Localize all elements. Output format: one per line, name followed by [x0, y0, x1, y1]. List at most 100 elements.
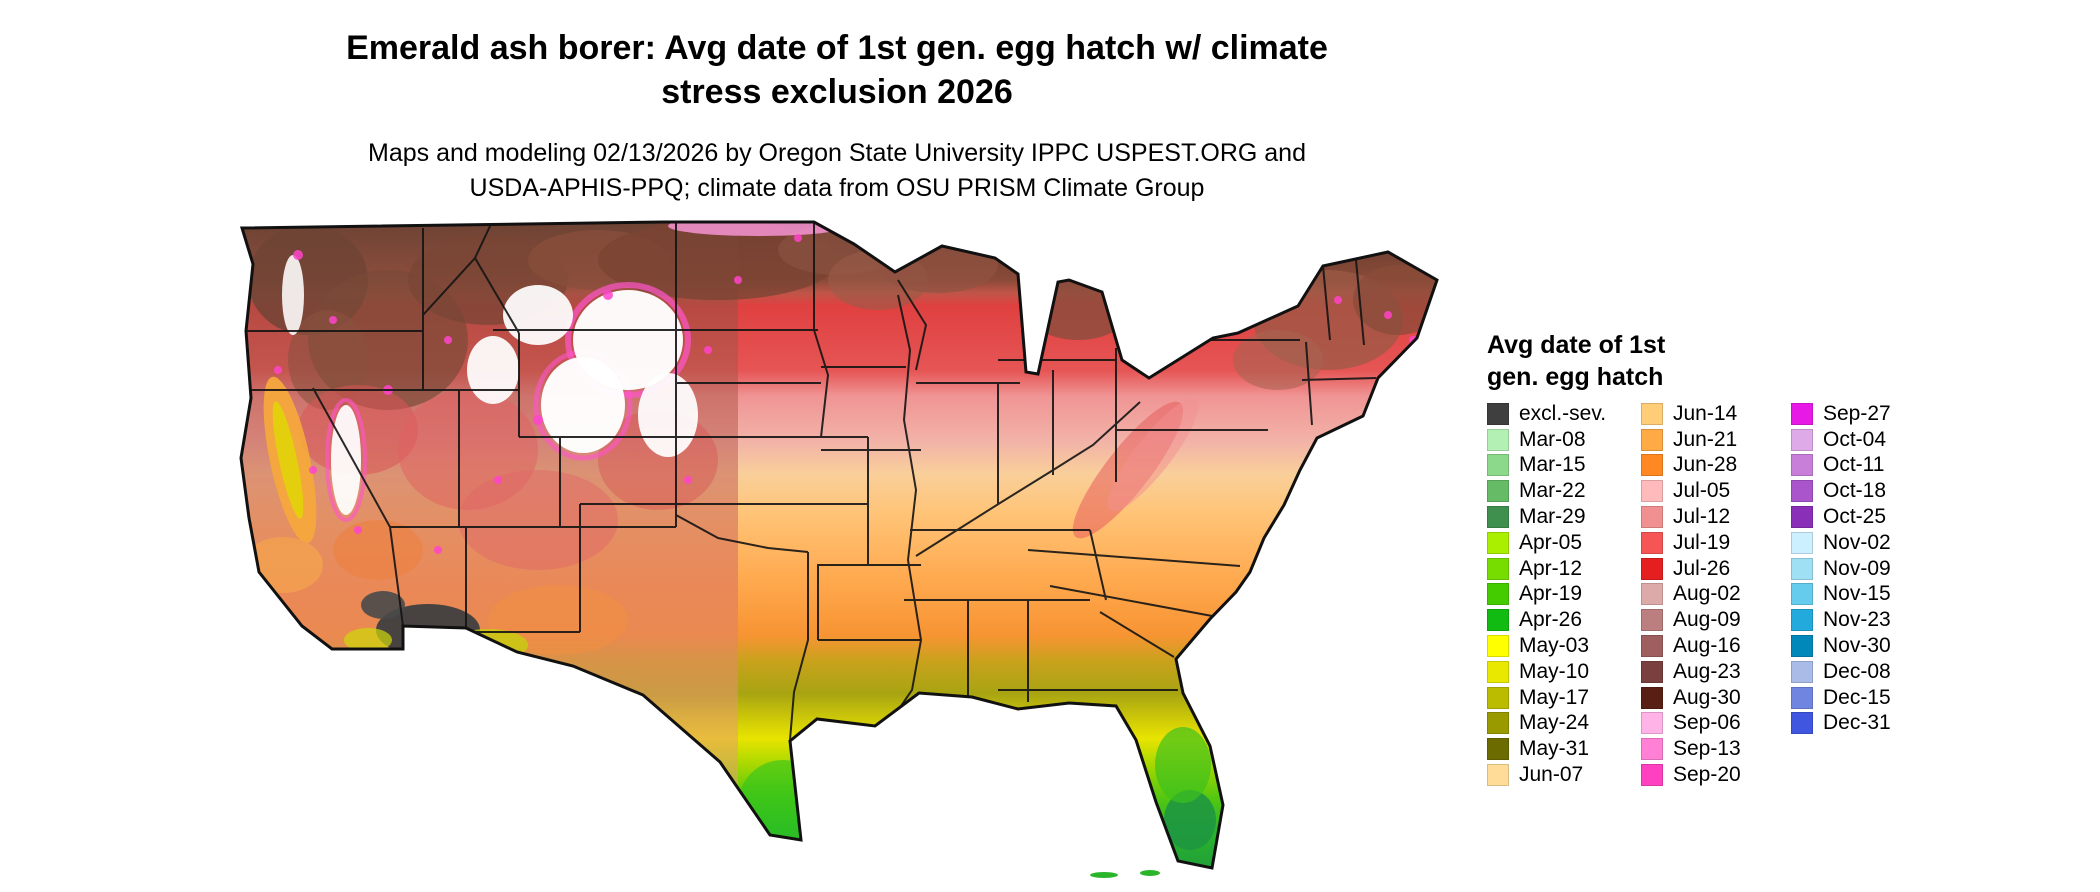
legend-swatch: [1641, 557, 1663, 580]
legend-label: Mar-22: [1519, 479, 1586, 503]
legend-entry: May-10: [1487, 659, 1641, 685]
legend-title-line2: gen. egg hatch: [1487, 362, 1664, 391]
legend-entry: Sep-20: [1641, 762, 1791, 788]
legend-entry: Oct-04: [1791, 427, 1941, 453]
legend-column-1: excl.-sev. Mar-08 Mar-15 Mar-22 Mar-29 Apr-05…: [1487, 401, 1641, 788]
legend-label: Nov-09: [1823, 556, 1891, 580]
legend-label: Sep-06: [1673, 711, 1741, 735]
legend-swatch: [1487, 531, 1509, 554]
legend-swatch: [1641, 686, 1663, 709]
legend-entry: Jun-21: [1641, 427, 1791, 453]
legend-swatch: [1487, 738, 1509, 761]
legend-entry: Jul-12: [1641, 504, 1791, 530]
legend-swatch: [1641, 531, 1663, 554]
legend-column-3: Sep-27 Oct-04 Oct-11 Oct-18 Oct-25 Nov-02 Nov-…: [1791, 401, 1941, 788]
legend-entry: Jul-05: [1641, 478, 1791, 504]
legend-label: May-03: [1519, 634, 1590, 658]
legend-entry: Oct-25: [1791, 504, 1941, 530]
legend-columns: excl.-sev. Mar-08 Mar-15 Mar-22 Mar-29 Apr-05…: [1487, 401, 2067, 788]
legend-swatch: [1641, 609, 1663, 632]
legend-entry: Dec-15: [1791, 685, 1941, 711]
legend-entry: Dec-08: [1791, 659, 1941, 685]
florida-keys-2: [1140, 870, 1160, 876]
legend-label: Apr-12: [1519, 556, 1583, 580]
legend-label: Aug-30: [1673, 685, 1741, 709]
legend-swatch: [1487, 583, 1509, 606]
legend-label: Jul-26: [1673, 556, 1731, 580]
legend-label: Apr-05: [1519, 530, 1583, 554]
legend-label: Dec-15: [1823, 685, 1891, 709]
legend-entry: May-24: [1487, 711, 1641, 737]
legend-column-2: Jun-14 Jun-21 Jun-28 Jul-05 Jul-12 Jul-19 Jul-…: [1641, 401, 1791, 788]
legend-swatch: [1641, 583, 1663, 606]
legend-label: Nov-23: [1823, 608, 1891, 632]
legend-label: Jun-21: [1673, 427, 1738, 451]
legend-entry: Sep-27: [1791, 401, 1941, 427]
legend-entry: Apr-19: [1487, 582, 1641, 608]
legend-swatch: [1791, 635, 1813, 658]
legend-swatch: [1791, 531, 1813, 554]
legend-entry: Sep-13: [1641, 736, 1791, 762]
legend-swatch: [1791, 557, 1813, 580]
legend-entry: Apr-26: [1487, 607, 1641, 633]
legend-entry: Jun-28: [1641, 453, 1791, 479]
legend-entry: Aug-30: [1641, 685, 1791, 711]
legend-entry: Apr-05: [1487, 530, 1641, 556]
legend-label: Sep-27: [1823, 401, 1891, 425]
legend-swatch: [1641, 635, 1663, 658]
legend-label: Aug-23: [1673, 659, 1741, 683]
legend-swatch: [1641, 660, 1663, 683]
legend-swatch: [1487, 764, 1509, 787]
subtitle-line1: Maps and modeling 02/13/2026 by Oregon S…: [368, 139, 1306, 168]
legend-entry: Jun-07: [1487, 762, 1641, 788]
legend-swatch: [1641, 764, 1663, 787]
legend-swatch: [1641, 428, 1663, 451]
legend-label: Mar-29: [1519, 505, 1586, 529]
legend-entry: Mar-22: [1487, 478, 1641, 504]
legend-label: Oct-25: [1823, 505, 1887, 529]
map-subtitle: Maps and modeling 02/13/2026 by Oregon S…: [287, 136, 1387, 206]
legend-entry: Nov-23: [1791, 607, 1941, 633]
legend-swatch: [1791, 660, 1813, 683]
legend-label: Nov-02: [1823, 530, 1891, 554]
us-map-svg: [239, 220, 1439, 878]
legend-label: Sep-13: [1673, 737, 1741, 761]
legend-entry: Apr-12: [1487, 556, 1641, 582]
legend-label: Dec-08: [1823, 659, 1891, 683]
legend-entry: Nov-30: [1791, 633, 1941, 659]
legend-swatch: [1487, 686, 1509, 709]
legend-swatch: [1641, 712, 1663, 735]
legend-label: Jul-19: [1673, 530, 1731, 554]
legend-label: Sep-20: [1673, 763, 1741, 787]
legend-swatch: [1487, 428, 1509, 451]
legend-label: excl.-sev.: [1519, 401, 1607, 425]
legend-title: Avg date of 1st: [1487, 331, 1666, 359]
legend-label: Jul-05: [1673, 479, 1731, 503]
legend-label: Jul-12: [1673, 505, 1731, 529]
legend-swatch: [1791, 712, 1813, 735]
legend-swatch: [1487, 609, 1509, 632]
legend-entry: Oct-11: [1791, 453, 1941, 479]
legend-swatch: [1487, 454, 1509, 477]
legend-label: Oct-04: [1823, 427, 1887, 451]
legend-entry: Jul-26: [1641, 556, 1791, 582]
legend-entry: excl.-sev.: [1487, 401, 1641, 427]
legend-label: Aug-16: [1673, 634, 1741, 658]
legend-label: May-10: [1519, 659, 1590, 683]
legend-swatch: [1791, 454, 1813, 477]
legend-swatch: [1487, 506, 1509, 529]
legend-label: Jun-07: [1519, 763, 1584, 787]
legend-swatch: [1487, 402, 1509, 425]
legend-entry: Jul-19: [1641, 530, 1791, 556]
legend-swatch: [1487, 557, 1509, 580]
legend-label: Mar-15: [1519, 453, 1586, 477]
legend-swatch: [1791, 609, 1813, 632]
legend-label: Jun-14: [1673, 401, 1738, 425]
map-header: Emerald ash borer: Avg date of 1st gen. …: [287, 26, 1387, 206]
legend-entry: Aug-23: [1641, 659, 1791, 685]
legend-swatch: [1487, 635, 1509, 658]
legend-entry: Jun-14: [1641, 401, 1791, 427]
legend-swatch: [1791, 402, 1813, 425]
legend-label: Dec-31: [1823, 711, 1891, 735]
legend-label: Aug-02: [1673, 582, 1741, 606]
